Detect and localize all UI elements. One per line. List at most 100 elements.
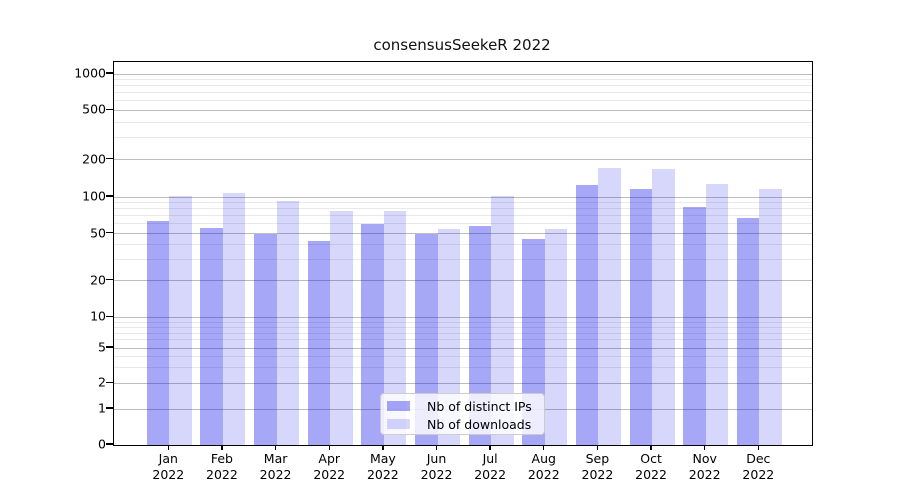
minor-gridline: [114, 208, 812, 210]
x-tick-label-oct: Oct 2022: [635, 451, 667, 482]
bar-ips-may: [361, 223, 384, 445]
y-tick-mark: [106, 195, 113, 197]
y-tick-mark: [106, 157, 113, 160]
y-tick-label-20: 20: [90, 272, 106, 287]
minor-gridline: [114, 321, 812, 323]
bar-downloads-mar: [276, 200, 300, 445]
major-gridline: [114, 73, 812, 75]
bar-downloads-apr: [330, 211, 353, 445]
bar-downloads-jul: [491, 195, 514, 445]
x-tick-label-dec: Dec 2022: [742, 451, 775, 482]
x-tick-mark: [382, 445, 384, 450]
bar-ips-jul: [468, 225, 492, 445]
major-gridline: [114, 159, 812, 161]
y-tick-label-50: 50: [90, 225, 106, 240]
y-tick-mark: [106, 381, 113, 384]
major-gridline: [114, 383, 812, 384]
x-tick-label-jan: Jan 2022: [152, 451, 185, 482]
x-tick-mark: [489, 445, 491, 450]
bar-ips-jun: [415, 233, 438, 445]
y-tick-mark: [106, 346, 113, 348]
y-tick-mark: [106, 407, 113, 409]
y-tick-label-1: 1: [98, 400, 106, 416]
x-tick-mark: [704, 445, 706, 450]
x-tick-label-apr: Apr 2022: [313, 451, 346, 482]
minor-gridline: [114, 356, 812, 358]
minor-gridline: [114, 326, 812, 328]
major-gridline: [114, 196, 812, 198]
x-tick-label-mar: Mar 2022: [259, 451, 292, 482]
x-tick-mark: [596, 445, 599, 450]
x-tick-label-nov: Nov 2022: [688, 451, 721, 482]
y-tick-mark: [106, 315, 113, 318]
bar-downloads-aug: [544, 229, 568, 445]
x-tick-mark: [167, 445, 169, 450]
y-tick-mark: [106, 443, 113, 445]
x-tick-label-feb: Feb 2022: [206, 451, 238, 482]
bar-ips-jan: [146, 220, 170, 445]
minor-gridline: [114, 215, 812, 217]
x-tick-mark: [328, 445, 330, 450]
bar-ips-mar: [254, 233, 277, 445]
minor-gridline: [114, 259, 812, 261]
major-gridline: [114, 233, 812, 235]
bar-downloads-sep: [598, 168, 621, 445]
x-tick-mark: [650, 445, 652, 450]
bar-downloads-may: [383, 210, 407, 445]
minor-gridline: [114, 223, 812, 225]
minor-gridline: [114, 332, 812, 334]
y-tick-label-100: 100: [82, 188, 106, 204]
bar-downloads-oct: [652, 168, 675, 445]
bar-downloads-dec: [759, 188, 782, 445]
bar-downloads-jan: [169, 195, 192, 445]
y-tick-label-1000: 1000: [74, 65, 106, 81]
x-tick-mark: [543, 445, 545, 450]
bar-ips-feb: [200, 227, 223, 445]
bar-ips-apr: [307, 241, 331, 445]
x-tick-label-aug: Aug 2022: [527, 451, 560, 482]
bar-downloads-jun: [437, 229, 460, 445]
minor-gridline: [114, 92, 812, 94]
x-tick-label-sep: Sep 2022: [581, 451, 614, 482]
bar-ips-oct: [629, 188, 653, 445]
minor-gridline: [114, 367, 812, 369]
legend-label-ips: Nb of distinct IPs: [427, 398, 532, 414]
y-tick-mark: [106, 278, 113, 281]
minor-gridline: [114, 202, 812, 204]
y-tick-label-10: 10: [90, 308, 106, 324]
x-tick-label-jul: Jul 2022: [474, 451, 507, 482]
x-tick-mark: [221, 445, 223, 450]
y-tick-label-2: 2: [98, 374, 106, 390]
y-tick-label-500: 500: [82, 101, 106, 117]
minor-gridline: [114, 79, 812, 81]
y-tick-mark: [106, 72, 113, 74]
x-tick-mark: [274, 445, 277, 450]
x-tick-mark: [435, 445, 438, 450]
x-tick-label-jun: Jun 2022: [420, 451, 453, 482]
plot-area: Nb of distinct IPs Nb of downloads: [113, 61, 813, 446]
y-tick-label-0: 0: [98, 436, 106, 452]
major-gridline: [114, 317, 812, 318]
legend-label-downloads: Nb of downloads: [427, 416, 532, 432]
legend-item-distinct-ips: Nb of distinct IPs: [387, 397, 544, 415]
y-tick-label-5: 5: [98, 339, 106, 355]
major-gridline: [114, 280, 812, 282]
chart-title: consensusSeekeR 2022: [373, 36, 551, 54]
major-gridline: [114, 347, 812, 349]
minor-gridline: [114, 121, 812, 123]
minor-gridline: [114, 137, 812, 139]
minor-gridline: [114, 100, 812, 102]
y-tick-label-200: 200: [82, 151, 106, 166]
legend: Nb of distinct IPs Nb of downloads: [380, 393, 545, 435]
major-gridline: [114, 110, 812, 111]
minor-gridline: [114, 244, 812, 246]
y-tick-mark: [106, 231, 113, 234]
bar-ips-dec: [736, 218, 760, 445]
bar-ips-nov: [683, 206, 706, 445]
bar-downloads-nov: [705, 183, 729, 445]
x-tick-mark: [757, 445, 760, 450]
bar-downloads-feb: [222, 192, 246, 445]
minor-gridline: [114, 339, 812, 341]
minor-gridline: [114, 85, 812, 87]
